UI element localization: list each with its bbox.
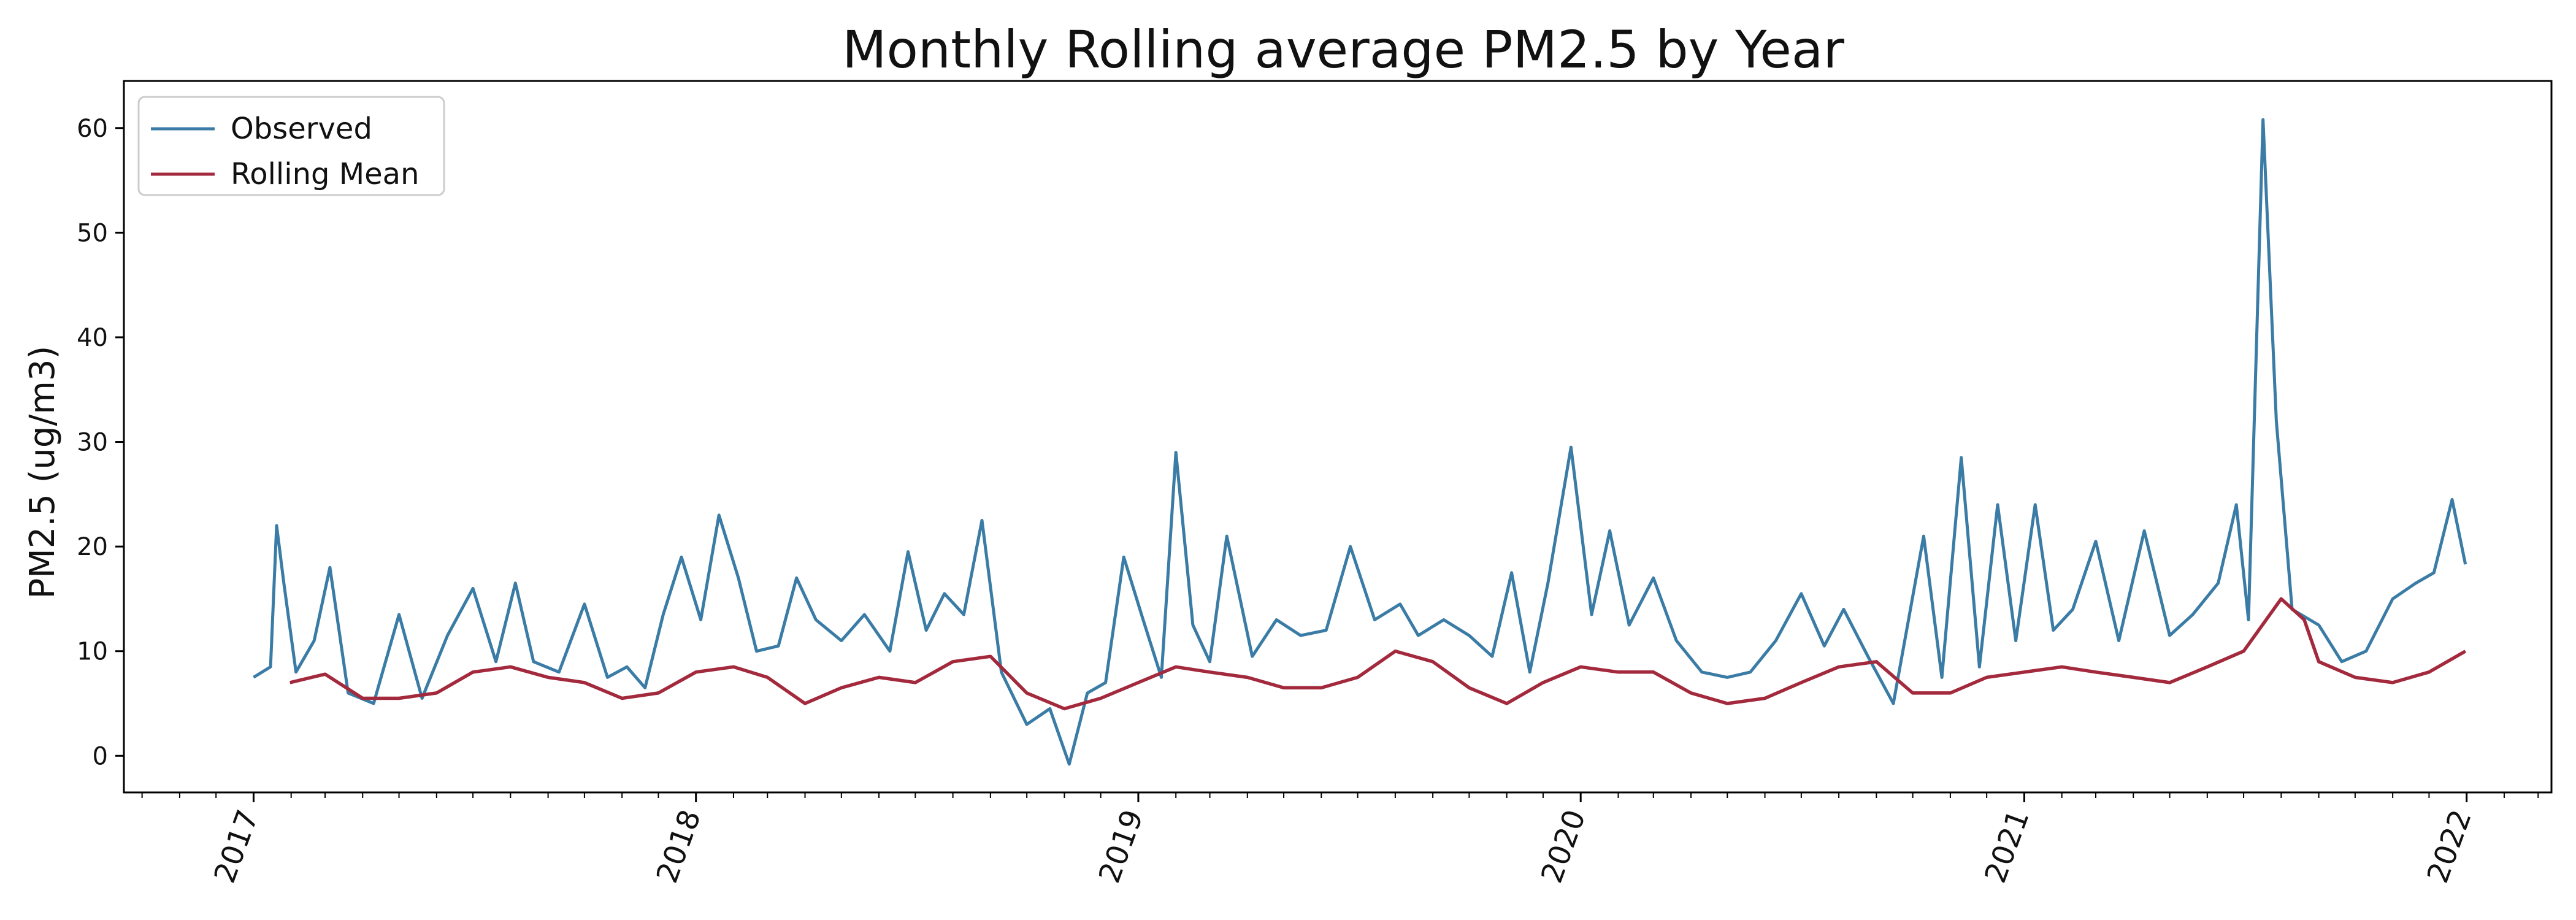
legend-label-rolling-mean: Rolling Mean [231,157,420,191]
legend-label-observed: Observed [231,112,372,146]
y-tick-label: 10 [77,638,108,666]
x-tick-label: 2019 [1092,805,1150,887]
y-tick-label: 30 [77,429,108,457]
legend-box [137,96,445,196]
x-tick-label: 2020 [1535,805,1592,887]
axes-frame [123,80,2553,794]
y-tick-label: 0 [93,742,108,770]
x-tick-label: 2022 [2421,805,2478,887]
y-axis-label: PM2.5 (ug/m3) [23,346,63,599]
rolling-mean-series-line [289,597,2467,711]
x-tick-label: 2018 [650,805,708,887]
y-tick-label: 20 [77,533,108,561]
chart-title: Monthly Rolling average PM2.5 by Year [842,20,1844,80]
x-tick-label: 2017 [207,805,265,887]
y-tick-label: 50 [77,219,108,247]
observed-series-line [253,118,2467,766]
y-tick-label: 60 [77,115,108,143]
plot-area: 0 10 20 30 40 50 60 2017 2018 2019 2020 2021 2022 Obs… [77,80,2553,887]
y-tick-label: 40 [77,324,108,352]
x-tick-label: 2021 [1978,805,2036,887]
